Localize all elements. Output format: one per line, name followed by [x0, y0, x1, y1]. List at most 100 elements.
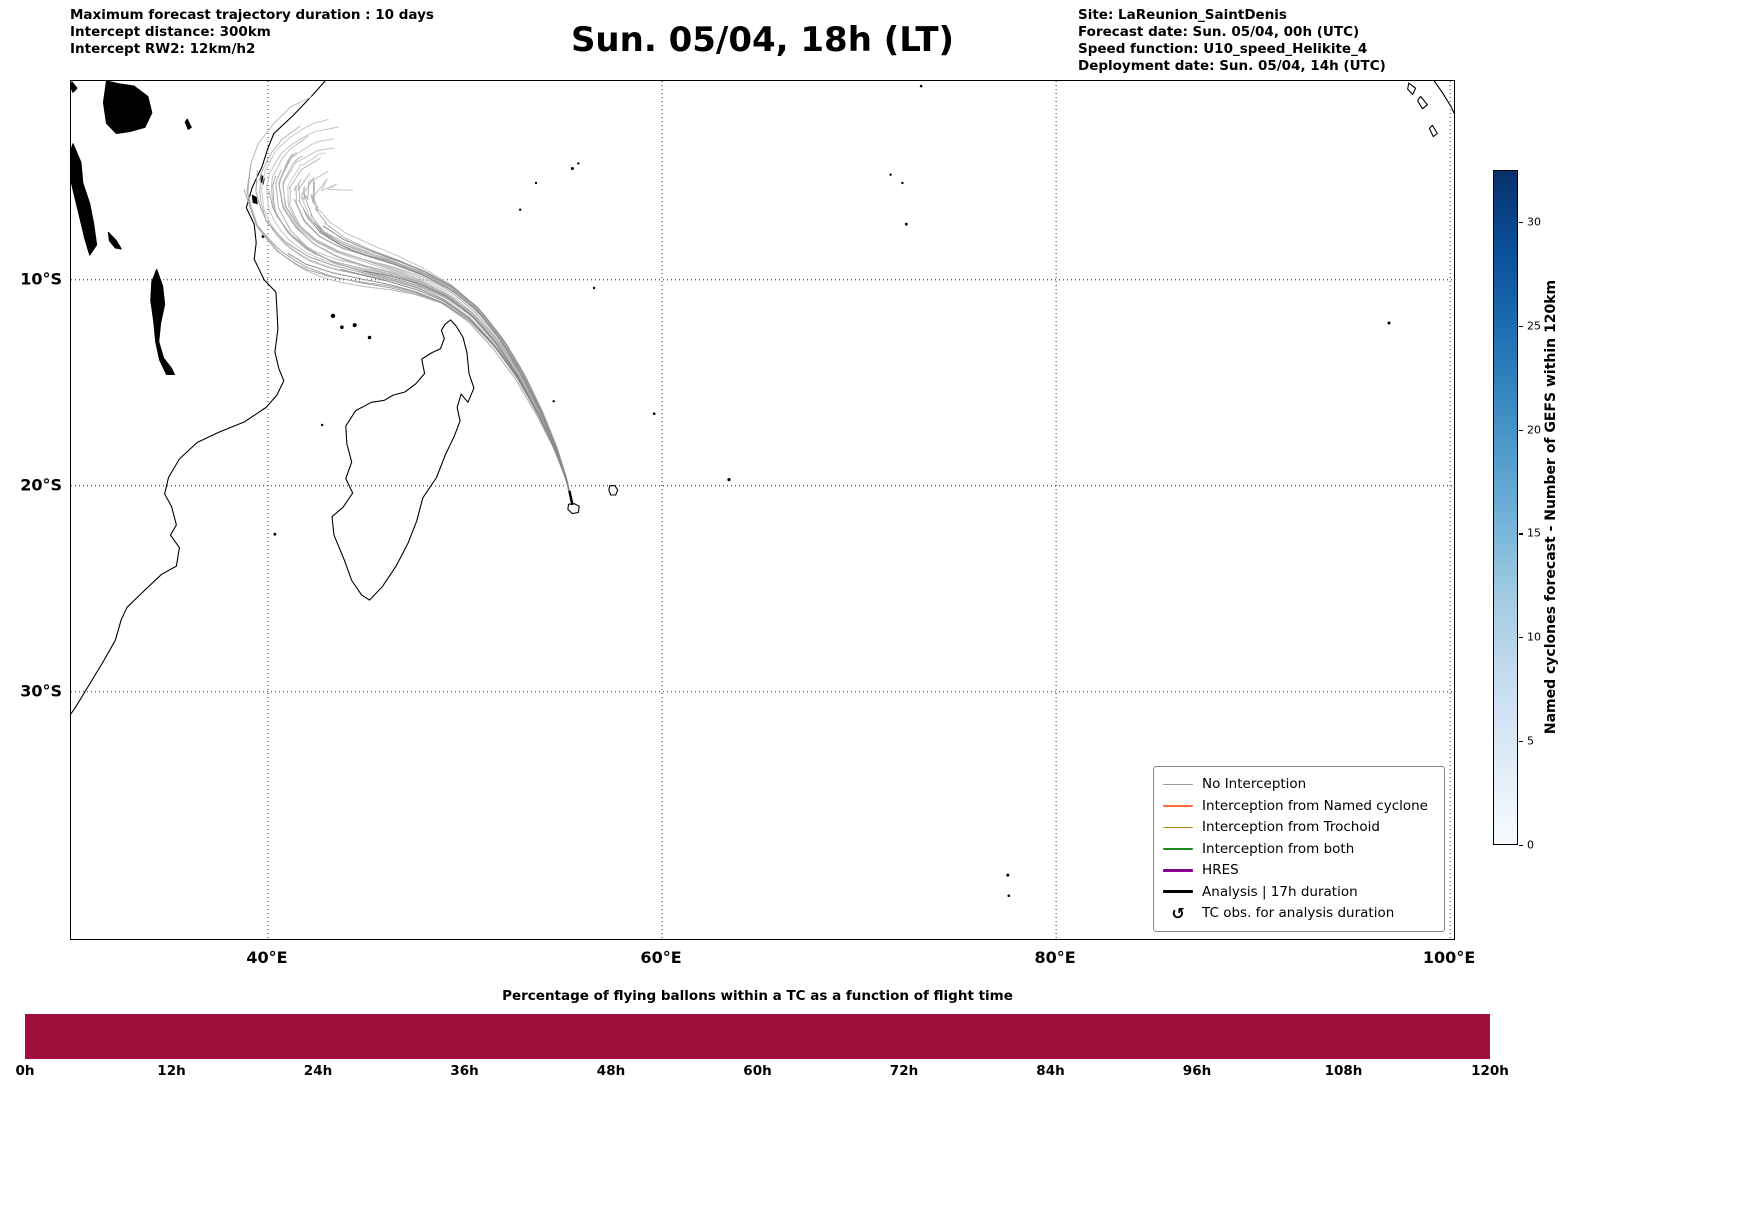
flight-time-tick-label: 108h [1324, 1063, 1363, 1079]
coastline-lake-victoria [102, 81, 153, 135]
legend-label: No Interception [1202, 776, 1307, 793]
balloon-trajectory [270, 135, 573, 506]
legend-line-sample [1163, 868, 1194, 872]
annotation-site-info: Site: LaReunion_SaintDenis Forecast date… [1078, 7, 1386, 75]
annotation-line: Forecast date: Sun. 05/04, 00h (UTC) [1078, 24, 1360, 40]
coastline-sumatra-coast [1433, 81, 1454, 115]
flight-time-tick-label: 12h [157, 1063, 186, 1079]
flight-time-tick-label: 72h [889, 1063, 919, 1079]
coastline-reunion [567, 503, 580, 515]
colorbar-gradient [1493, 170, 1518, 845]
flight-time-tick-label: 60h [743, 1063, 772, 1079]
flight-time-chart-title: Percentage of flying ballons within a TC… [502, 988, 1013, 1004]
legend-item: HRES [1163, 860, 1428, 882]
island-dot [727, 478, 731, 482]
legend-item: Interception from Trochoid [1163, 817, 1428, 839]
legend-line [1163, 826, 1194, 828]
balloon-trajectory [288, 157, 573, 506]
annotation-line: Maximum forecast trajectory duration : 1… [70, 7, 434, 23]
island-dot [1007, 894, 1011, 897]
x-tick-label: 40°E [246, 948, 288, 967]
flight-time-chart [25, 1014, 1490, 1059]
balloon-trajectory [293, 178, 573, 506]
coastline-lake-tanganyika [71, 143, 98, 256]
island-dot [519, 208, 522, 211]
balloon-trajectory [278, 138, 573, 506]
x-tick-label: 80°E [1034, 948, 1076, 967]
coastline-mentawai [1417, 95, 1428, 110]
colorbar-tick-label: 0 [1527, 838, 1534, 852]
flight-time-tick-label: 48h [596, 1063, 626, 1079]
island-dot [1387, 321, 1391, 325]
annotation-line: Intercept RW2: 12km/h2 [70, 41, 256, 57]
legend-item: No Interception [1163, 774, 1428, 796]
map-plot: No Interception Interception from Named c… [70, 80, 1455, 940]
island-dot [577, 162, 580, 165]
balloon-trajectory [363, 270, 573, 506]
legend-line [1163, 805, 1194, 807]
island-dot [340, 325, 344, 329]
coastline-mauritius [608, 485, 619, 496]
colorbar-tick-mark [1519, 325, 1523, 327]
balloon-trajectory [272, 175, 573, 506]
legend-item: ↺ TC obs. for analysis duration [1163, 903, 1428, 925]
island-dot [570, 167, 574, 170]
balloon-trajectory [275, 169, 573, 506]
legend-line [1163, 890, 1194, 894]
tc-obs-icon: ↺ [1171, 903, 1185, 923]
x-tick-label: 100°E [1422, 948, 1476, 967]
balloon-trajectory [313, 221, 573, 506]
flight-time-tick-label: 96h [1182, 1063, 1212, 1079]
coastline-lake-eyasi [184, 118, 192, 130]
colorbar-tick-mark [1519, 533, 1523, 535]
flight-time-tick-label: 120h [1471, 1063, 1509, 1079]
legend-item: Interception from both [1163, 838, 1428, 860]
balloon-trajectory [300, 170, 573, 506]
balloon-trajectory [278, 153, 573, 506]
island-dot [904, 222, 908, 226]
legend-line-sample [1163, 826, 1194, 828]
x-tick-label: 60°E [640, 948, 682, 967]
coastline-siberut [1428, 124, 1438, 138]
figure-title: Sun. 05/04, 18h (LT) [570, 20, 955, 60]
balloon-trajectory [287, 152, 573, 506]
island-dot [534, 181, 538, 185]
colorbar-tick-label: 20 [1527, 423, 1541, 437]
coastline-lake-edward-fragment [71, 81, 78, 93]
y-tick-label: 20°S [20, 475, 62, 495]
island-dot [367, 335, 372, 340]
balloon-trajectory [322, 225, 573, 506]
legend-label: Analysis | 17h duration [1202, 883, 1358, 900]
balloon-trajectory [265, 126, 573, 506]
coastline-africa-east-coast [71, 81, 326, 715]
colorbar-tick-mark [1519, 429, 1523, 431]
flight-time-tick-label: 36h [450, 1063, 479, 1079]
island-dot [1006, 873, 1010, 877]
balloon-trajectory [311, 178, 573, 506]
coastline-zanzibar [251, 194, 258, 205]
legend-label: Interception from Trochoid [1202, 819, 1380, 836]
analysis-trajectory [568, 490, 574, 506]
legend-line [1163, 848, 1194, 850]
colorbar-tick-mark [1519, 845, 1523, 847]
balloon-trajectory [260, 118, 573, 506]
island-dot [330, 313, 336, 318]
colorbar-tick-mark [1519, 221, 1523, 224]
legend-label: Interception from Named cyclone [1202, 797, 1428, 814]
island-dot [889, 173, 892, 176]
coastline-lake-malawi [150, 268, 175, 376]
colorbar-tick-label: 15 [1527, 526, 1541, 540]
colorbar-tick-label: 5 [1527, 734, 1534, 748]
legend-item: Interception from Named cyclone [1163, 795, 1428, 817]
balloon-trajectory [303, 181, 573, 506]
balloon-trajectory [259, 125, 573, 506]
coastline-madagascar [331, 319, 475, 601]
legend-label: HRES [1202, 862, 1239, 879]
annotation-forecast-params: Maximum forecast trajectory duration : 1… [70, 7, 434, 58]
map-svg [71, 81, 1454, 939]
colorbar-tick-label: 10 [1527, 630, 1541, 644]
map-legend: No Interception Interception from Named c… [1153, 765, 1445, 932]
balloon-trajectory [297, 172, 573, 506]
balloon-trajectory [247, 96, 573, 506]
coastline-lake-rukwa [107, 231, 122, 250]
